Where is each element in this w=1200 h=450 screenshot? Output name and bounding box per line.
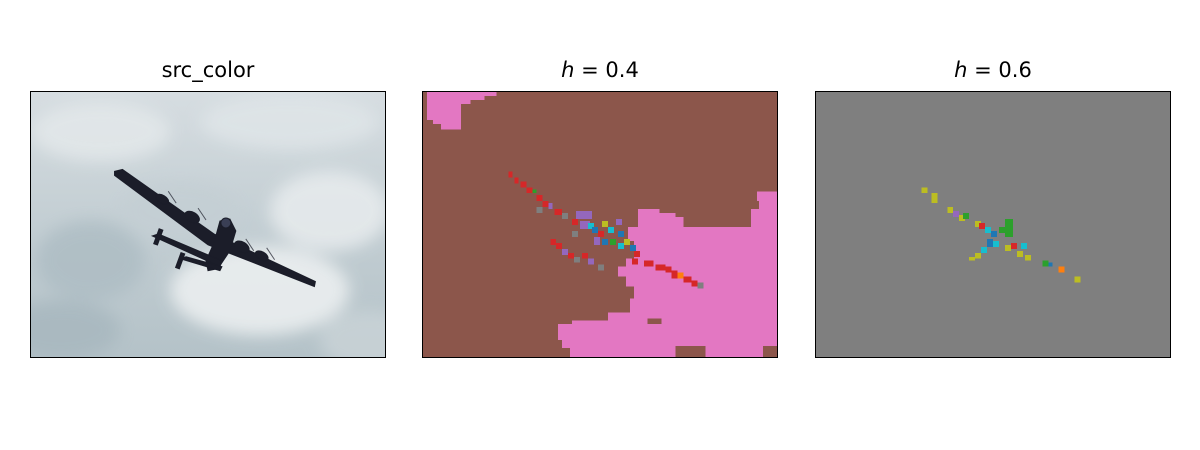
panel-title-h06-value: = 0.6 bbox=[967, 58, 1032, 82]
segment-aircraft-cluster bbox=[508, 171, 704, 289]
source-image-axes bbox=[30, 91, 386, 358]
segment-gray bbox=[816, 92, 1170, 357]
panel-title-h04-var: h bbox=[561, 58, 575, 82]
panel-title-h06: h = 0.6 bbox=[815, 56, 1171, 84]
segment-pink-top-left bbox=[426, 92, 497, 130]
source-image bbox=[31, 92, 385, 357]
segmentation-h04-axes bbox=[422, 91, 778, 358]
segment-aircraft-cluster-h06 bbox=[921, 187, 1081, 283]
panel-title-h04-value: = 0.4 bbox=[574, 58, 639, 82]
segmentation-h06-axes bbox=[815, 91, 1171, 358]
segmentation-h06 bbox=[816, 92, 1170, 357]
panel-title-h06-var: h bbox=[954, 58, 968, 82]
segmentation-h04 bbox=[423, 92, 777, 357]
panel-title-h04: h = 0.4 bbox=[422, 56, 778, 84]
aircraft bbox=[114, 168, 316, 288]
panel-title-source-text: src_color bbox=[161, 58, 255, 82]
panel-title-source: src_color bbox=[30, 56, 386, 84]
segment-pink-main bbox=[558, 191, 777, 357]
